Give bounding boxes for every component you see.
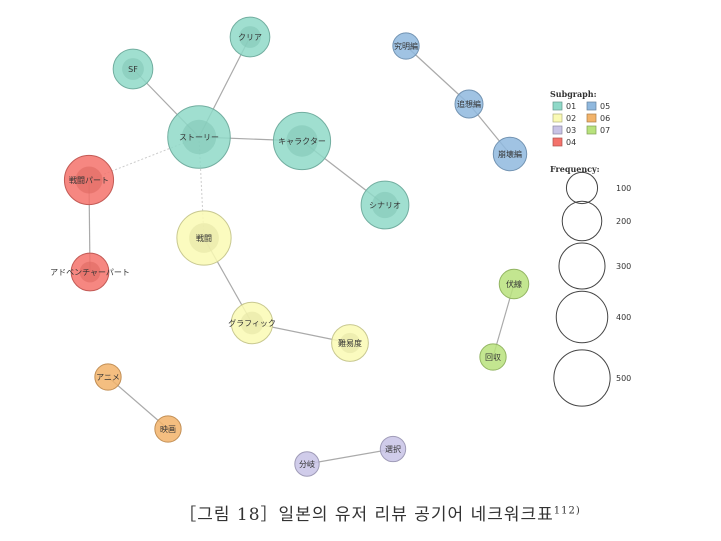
node-graphic[interactable]: グラフィック bbox=[228, 301, 276, 345]
node-bunki[interactable]: 分岐 bbox=[294, 451, 320, 477]
node-story[interactable]: ストーリー bbox=[167, 105, 231, 169]
legend-label-07: 07 bbox=[600, 126, 610, 135]
node-core-difficulty bbox=[339, 332, 361, 354]
caption-text: ［그림 18］일본의 유저 리뷰 공기어 네크워크표 bbox=[179, 505, 554, 525]
subgraph-legend-items: 01 02 03 04 05 06 07 bbox=[552, 101, 610, 147]
node-label-eiga: 映画 bbox=[160, 424, 176, 434]
node-core-scenario bbox=[371, 191, 399, 219]
node-fukusen[interactable]: 伏線 bbox=[498, 268, 530, 300]
node-core-battle bbox=[189, 223, 219, 253]
frequency-label-300: 300 bbox=[616, 262, 631, 271]
node-character[interactable]: キャラクター bbox=[272, 111, 332, 171]
legend-swatch-07 bbox=[586, 125, 597, 135]
legend-label-06: 06 bbox=[600, 114, 610, 123]
node-circle-bunki bbox=[294, 451, 320, 477]
edge-bunki-sentaku bbox=[306, 448, 394, 465]
frequency-label-100: 100 bbox=[616, 184, 631, 193]
node-circle-kyumei bbox=[392, 32, 420, 60]
node-core-graphic bbox=[240, 311, 264, 335]
frequency-circle-400 bbox=[555, 290, 609, 344]
frequency-circle-500 bbox=[553, 349, 611, 407]
node-label-sentaku: 選択 bbox=[385, 444, 401, 454]
node-label-hokai: 崩壊編 bbox=[498, 149, 522, 159]
node-core-clear bbox=[239, 26, 261, 48]
node-hokai[interactable]: 崩壊編 bbox=[492, 136, 528, 172]
node-kyumei[interactable]: 究明編 bbox=[392, 32, 420, 60]
frequency-circle-300 bbox=[558, 242, 606, 290]
legend-swatch-06 bbox=[586, 113, 597, 123]
frequency-label-500: 500 bbox=[616, 374, 631, 383]
node-circle-kaishu bbox=[479, 343, 507, 371]
legend: Subgraph: 01 02 03 04 05 06 07 Frequency: 100 2… bbox=[550, 89, 631, 407]
node-sf[interactable]: SF bbox=[112, 48, 154, 90]
node-circle-eiga bbox=[154, 415, 182, 443]
legend-label-04: 04 bbox=[566, 138, 576, 147]
node-core-sf bbox=[122, 58, 144, 80]
node-label-adventurepart: アドベンチャーパート bbox=[50, 268, 130, 277]
node-sentaku[interactable]: 選択 bbox=[379, 435, 407, 463]
legend-label-03: 03 bbox=[566, 126, 576, 135]
node-circle-anime bbox=[94, 363, 122, 391]
node-label-graphic: グラフィック bbox=[228, 318, 276, 328]
frequency-circle-200 bbox=[561, 200, 603, 242]
edges-layer bbox=[88, 36, 515, 465]
legend-swatch-01 bbox=[552, 101, 563, 111]
node-label-scenario: シナリオ bbox=[369, 201, 401, 210]
node-eiga[interactable]: 映画 bbox=[154, 415, 182, 443]
node-label-kaishu: 回収 bbox=[485, 352, 501, 362]
node-label-difficulty: 難易度 bbox=[338, 338, 362, 348]
node-label-battle: 戦闘 bbox=[196, 233, 212, 243]
node-scenario[interactable]: シナリオ bbox=[360, 180, 410, 230]
node-clear[interactable]: クリア bbox=[229, 16, 271, 58]
node-circle-tsuiso bbox=[454, 89, 484, 119]
legend-swatch-03 bbox=[552, 125, 563, 135]
subgraph-legend-title: Subgraph: bbox=[550, 89, 597, 99]
node-label-story: ストーリー bbox=[179, 133, 219, 142]
legend-label-02: 02 bbox=[566, 114, 576, 123]
node-battlepart[interactable]: 戦闘パート bbox=[63, 154, 115, 206]
node-label-battlepart: 戦闘パート bbox=[69, 175, 109, 185]
node-core-story bbox=[181, 119, 217, 155]
frequency-circle-100 bbox=[565, 171, 599, 205]
node-label-fukusen: 伏線 bbox=[506, 279, 522, 289]
node-label-anime: アニメ bbox=[96, 373, 120, 382]
legend-label-05: 05 bbox=[600, 102, 610, 111]
node-tsuiso[interactable]: 追想編 bbox=[454, 89, 484, 119]
legend-swatch-05 bbox=[586, 101, 597, 111]
node-circle-fukusen bbox=[498, 268, 530, 300]
node-label-bunki: 分岐 bbox=[299, 459, 315, 469]
frequency-label-200: 200 bbox=[616, 217, 631, 226]
legend-swatch-04 bbox=[552, 137, 563, 147]
frequency-legend-title: Frequency: bbox=[550, 164, 600, 174]
node-label-clear: クリア bbox=[238, 33, 262, 42]
frequency-legend-items: 100 200 300 400 500 bbox=[553, 171, 631, 407]
node-core-battlepart bbox=[75, 166, 103, 194]
node-circle-hokai bbox=[492, 136, 528, 172]
legend-swatch-02 bbox=[552, 113, 563, 123]
node-battle[interactable]: 戦闘 bbox=[176, 210, 232, 266]
node-label-tsuiso: 追想編 bbox=[457, 99, 481, 109]
figure-caption: ［그림 18］일본의 유저 리뷰 공기어 네크워크표112) bbox=[60, 500, 700, 525]
node-difficulty[interactable]: 難易度 bbox=[331, 324, 369, 362]
node-label-character: キャラクター bbox=[278, 137, 326, 146]
node-adventurepart[interactable]: アドベンチャーパート bbox=[50, 252, 130, 292]
node-core-character bbox=[286, 125, 318, 157]
node-anime[interactable]: アニメ bbox=[94, 363, 122, 391]
caption-footnote-ref: 112) bbox=[553, 505, 581, 517]
node-label-sf: SF bbox=[128, 65, 138, 74]
node-label-kyumei: 究明編 bbox=[394, 41, 418, 51]
node-kaishu[interactable]: 回収 bbox=[479, 343, 507, 371]
node-circle-sentaku bbox=[379, 435, 407, 463]
frequency-label-400: 400 bbox=[616, 313, 631, 322]
node-core-adventurepart bbox=[79, 261, 101, 283]
legend-label-01: 01 bbox=[566, 102, 576, 111]
